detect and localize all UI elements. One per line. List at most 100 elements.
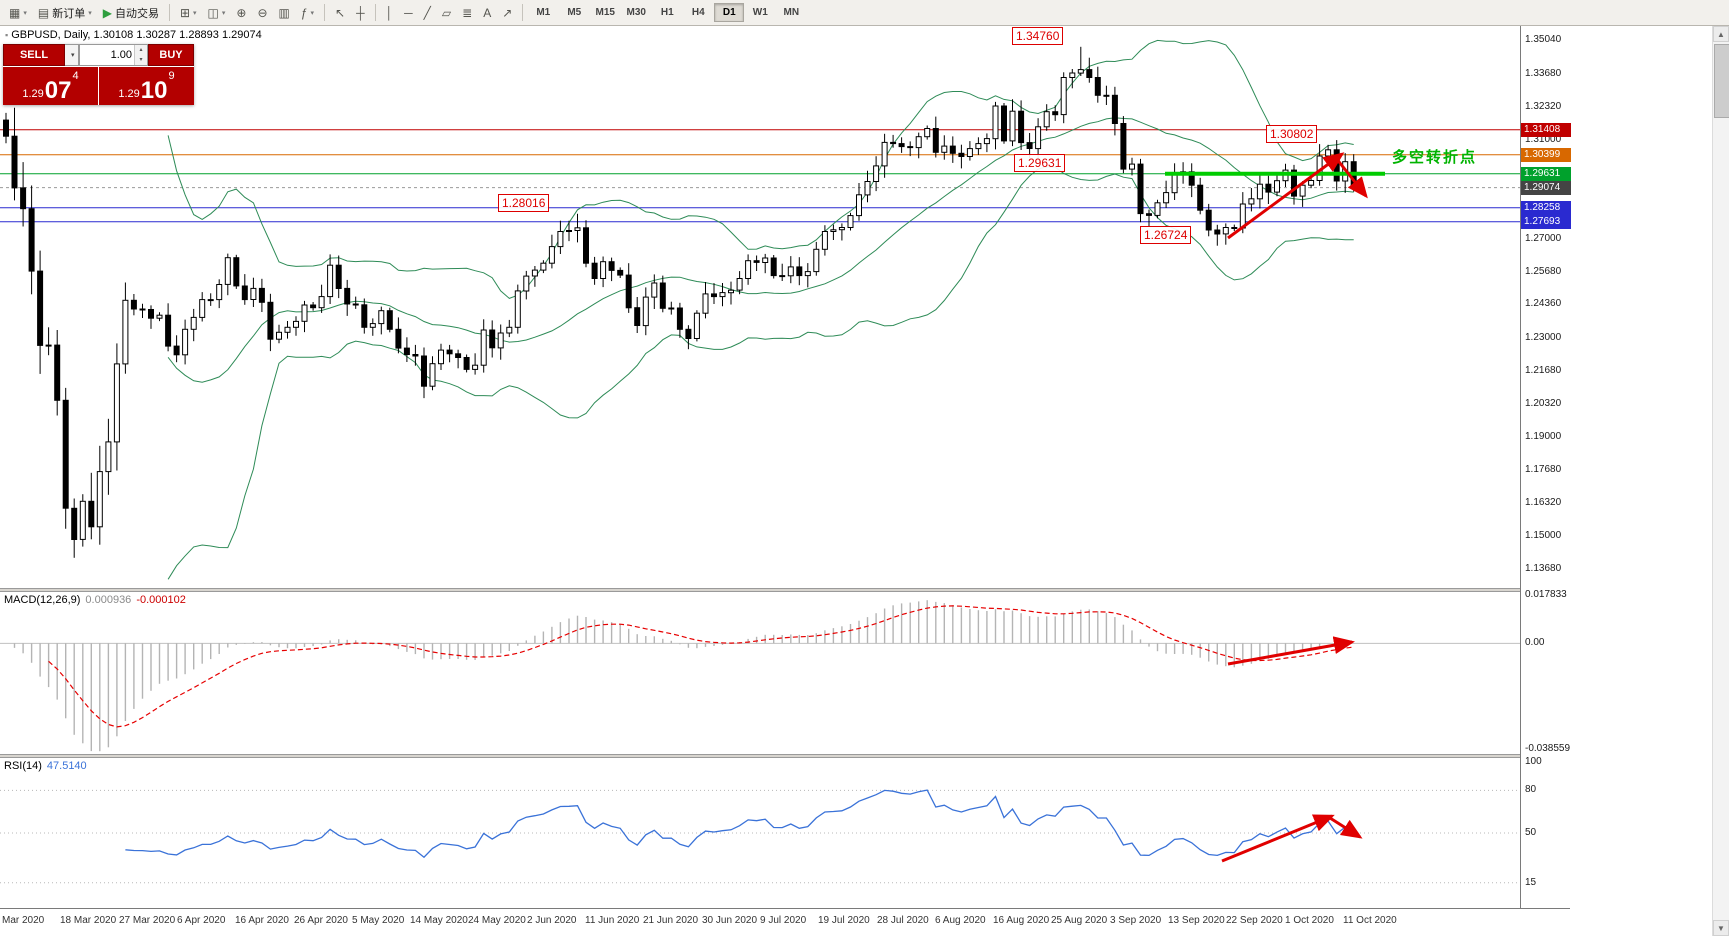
- price-tag: 1.28258: [1521, 201, 1571, 215]
- order-options-caret[interactable]: ▾: [65, 44, 79, 66]
- price-callout[interactable]: 1.34760: [1012, 26, 1064, 45]
- chart-title: ▪ GBPUSD, Daily, 1.30108 1.30287 1.28893 …: [5, 29, 262, 41]
- trend-arrow[interactable]: [1227, 636, 1355, 666]
- bollinger-lower-band: [167, 166, 1354, 580]
- profiles-button[interactable]: ◫ ▾: [203, 2, 231, 24]
- volume-input-wrap: ▴ ▾: [79, 44, 148, 66]
- new-chart-button[interactable]: ⊞ ▾: [175, 2, 202, 24]
- crosshair-icon: ┼: [356, 5, 365, 20]
- timeframe-m5-button[interactable]: M5: [567, 7, 582, 18]
- price-axis[interactable]: 1.35040 1.33680 1.32320 1.31000 1.27000 1.256…: [1520, 26, 1571, 908]
- price-callout[interactable]: 1.26724: [1140, 225, 1192, 244]
- volume-up-button[interactable]: ▴: [135, 45, 147, 55]
- date-tick-label: 6 Aug 2020: [935, 915, 986, 926]
- date-tick-label: 3 Sep 2020: [1110, 915, 1162, 926]
- trendline-icon: ╱: [423, 5, 431, 20]
- trend-arrow[interactable]: [1227, 152, 1345, 240]
- candlestick-chart[interactable]: [0, 26, 1520, 588]
- zoom-in-icon: ⊕: [236, 5, 247, 20]
- fibonacci-button[interactable]: ≣: [457, 2, 477, 24]
- crosshair-button[interactable]: ┼: [351, 2, 370, 24]
- price-callout[interactable]: 1.29631: [1014, 153, 1066, 172]
- arrow-tools-button[interactable]: ↗: [497, 2, 517, 24]
- scrollbar-thumb[interactable]: [1714, 44, 1729, 118]
- date-tick-label: 5 May 2020: [352, 915, 405, 926]
- cursor-button[interactable]: ↖: [330, 2, 350, 24]
- buy-price-tile[interactable]: 1.29 10 9: [99, 67, 194, 105]
- vertical-scrollbar[interactable]: ▲ ▼: [1712, 26, 1729, 936]
- date-tick-label: 9 Jul 2020: [760, 915, 807, 926]
- price-callout[interactable]: 1.30802: [1266, 124, 1318, 143]
- vertical-line-icon: │: [385, 5, 394, 20]
- trend-arrow[interactable]: [1221, 814, 1335, 863]
- price-tick-label: 1.33680: [1525, 67, 1562, 79]
- timeframe-m15-button[interactable]: M15: [595, 7, 615, 18]
- price-tick-label: 1.27000: [1525, 232, 1562, 244]
- text-label-button[interactable]: A: [478, 2, 496, 24]
- volume-down-button[interactable]: ▾: [135, 55, 147, 65]
- scroll-down-button[interactable]: ▼: [1713, 920, 1729, 936]
- volume-input[interactable]: [80, 45, 134, 65]
- caret-icon: ▾: [310, 9, 315, 17]
- macd-name: MACD(12,26,9): [4, 594, 81, 606]
- new-order-icon: ▤: [37, 5, 50, 20]
- rsi-chart[interactable]: [0, 758, 1520, 908]
- price-chart-panel[interactable]: ▪ GBPUSD, Daily, 1.30108 1.30287 1.28893 …: [0, 26, 1520, 588]
- trend-arrow[interactable]: [1329, 816, 1363, 839]
- panel-divider[interactable]: [0, 754, 1570, 758]
- timeframe-d1-button[interactable]: D1: [714, 3, 745, 22]
- rsi-label: RSI(14) 47.5140: [4, 760, 87, 772]
- equidistant-channel-button[interactable]: ▱: [437, 2, 456, 24]
- buy-price-frac: 9: [168, 70, 175, 82]
- timeframe-h4-button[interactable]: H4: [691, 7, 705, 18]
- scroll-up-button[interactable]: ▲: [1713, 26, 1729, 42]
- candles[interactable]: [3, 46, 1357, 558]
- timeframe-w1-button[interactable]: W1: [752, 7, 768, 18]
- trendline-button[interactable]: ╱: [419, 2, 436, 24]
- tile-windows-button[interactable]: ▥: [274, 2, 295, 24]
- date-tick-label: Mar 2020: [2, 915, 45, 926]
- timeframe-h1-button[interactable]: H1: [660, 7, 674, 18]
- sell-button[interactable]: SELL: [3, 44, 65, 66]
- buy-button[interactable]: BUY: [148, 44, 194, 66]
- autotrading-icon: ▶: [102, 5, 112, 20]
- timeframe-mn-button[interactable]: MN: [783, 7, 800, 18]
- macd-chart[interactable]: [0, 592, 1520, 754]
- horizontal-line-button[interactable]: ─: [399, 2, 418, 24]
- macd-axis-label: 0.00: [1525, 637, 1545, 649]
- toolbar-separator: [168, 4, 170, 21]
- rsi-name: RSI(14): [4, 760, 42, 772]
- panel-divider[interactable]: [0, 588, 1570, 592]
- sell-price-tile[interactable]: 1.29 07 4: [3, 67, 98, 105]
- timeframe-m30-button[interactable]: M30: [626, 7, 646, 18]
- price-tick-label: 1.20320: [1525, 398, 1562, 410]
- new-order-button[interactable]: ▤ 新订单 ▾: [33, 2, 97, 24]
- zoom-in-button[interactable]: ⊕: [231, 2, 251, 24]
- time-axis[interactable]: Mar 2020 18 Mar 2020 27 Mar 2020 6 Apr 2020…: [0, 908, 1570, 937]
- date-tick-label: 14 May 2020: [410, 915, 468, 926]
- price-callout[interactable]: 1.28016: [498, 193, 550, 212]
- caret-icon: ▾: [71, 52, 75, 59]
- autotrading-button[interactable]: ▶ 自动交易: [98, 2, 164, 24]
- trend-arrow[interactable]: [1334, 157, 1368, 199]
- date-tick-label: 11 Oct 2020: [1343, 915, 1397, 926]
- date-tick-label: 21 Jun 2020: [643, 915, 699, 926]
- timeframe-m1-button[interactable]: M1: [536, 7, 551, 18]
- date-tick-label: 25 Aug 2020: [1051, 915, 1108, 926]
- date-tick-label: 18 Mar 2020: [60, 915, 117, 926]
- toolbar-separator: [522, 4, 524, 21]
- sell-price-frac: 4: [72, 70, 79, 82]
- caret-icon: ▾: [23, 9, 27, 17]
- indicators-button[interactable]: ƒ ▾: [296, 2, 319, 24]
- volume-spinner: ▴ ▾: [134, 45, 147, 65]
- price-tick-label: 1.15000: [1525, 530, 1562, 541]
- turning-point-note[interactable]: 多空转折点: [1392, 149, 1478, 166]
- charts-menu-icon: ▦: [9, 5, 21, 20]
- price-tick-label: 1.31000: [1525, 133, 1562, 145]
- macd-panel[interactable]: MACD(12,26,9) 0.000936 -0.000102: [0, 592, 1520, 754]
- text-label-icon: A: [483, 5, 492, 20]
- charts-menu-button[interactable]: ▦ ▾: [4, 2, 32, 24]
- zoom-out-button[interactable]: ⊖: [252, 2, 272, 24]
- vertical-line-button[interactable]: │: [381, 2, 399, 24]
- rsi-panel[interactable]: RSI(14) 47.5140: [0, 758, 1520, 908]
